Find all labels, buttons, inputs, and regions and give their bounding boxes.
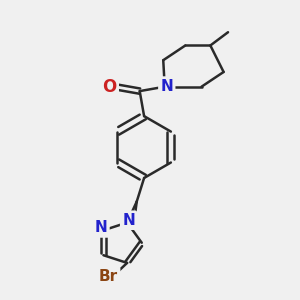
- Text: N: N: [122, 213, 135, 228]
- Text: O: O: [102, 78, 116, 96]
- Text: N: N: [95, 220, 107, 236]
- Text: N: N: [160, 79, 173, 94]
- Text: Br: Br: [99, 269, 118, 284]
